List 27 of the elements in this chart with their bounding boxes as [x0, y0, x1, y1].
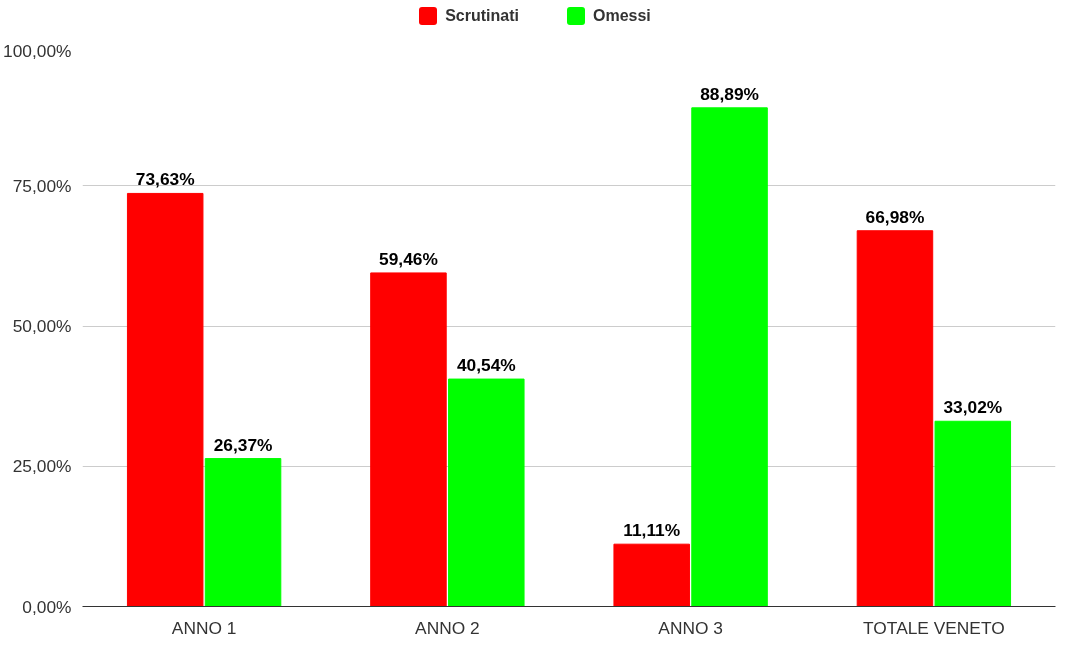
data-label: 33,02% [943, 397, 1003, 418]
x-tick-label: TOTALE VENETO [863, 617, 1005, 638]
data-label: 73,63% [135, 169, 195, 190]
y-tick-label: 25,00% [12, 456, 72, 477]
bar [126, 192, 204, 607]
legend-label: Scrutinati [444, 6, 519, 26]
data-label: 40,54% [456, 355, 516, 376]
bar [691, 107, 768, 607]
bar [613, 543, 690, 607]
data-label: 11,11% [623, 520, 681, 541]
bar [204, 458, 282, 607]
x-tick-label: ANNO 1 [171, 617, 237, 638]
bar [448, 378, 525, 607]
data-label: 66,98% [865, 206, 925, 227]
data-label: 59,46% [379, 248, 438, 269]
y-tick-label: 75,00% [12, 175, 72, 196]
data-label: 88,89% [700, 83, 759, 104]
x-tick-label: ANNO 2 [415, 617, 480, 638]
bar [370, 272, 447, 607]
bar [856, 230, 934, 607]
y-tick-label: 0,00% [22, 596, 72, 617]
bar [934, 420, 1012, 607]
legend-label: Omessi [592, 6, 651, 26]
x-tick-label: ANNO 3 [658, 617, 723, 638]
data-label: 26,37% [213, 434, 273, 455]
y-tick-label: 100,00% [3, 40, 72, 61]
y-tick-label: 50,00% [12, 316, 72, 336]
